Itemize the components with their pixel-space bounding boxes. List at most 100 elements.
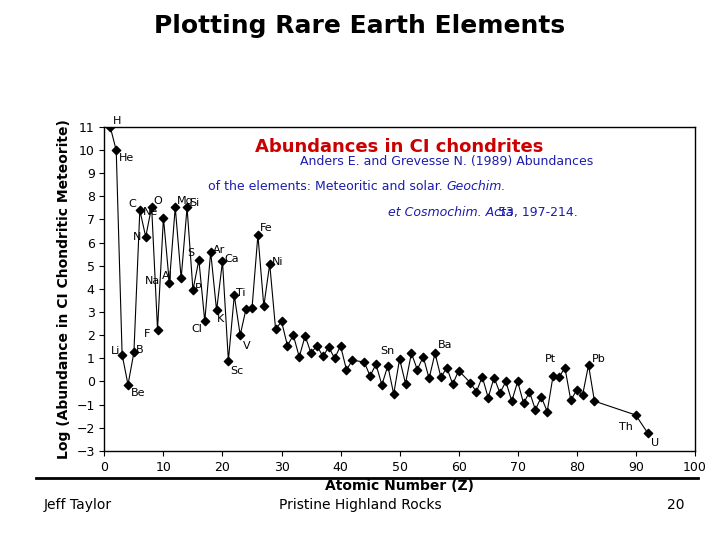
X-axis label: Atomic Number (Z): Atomic Number (Z) <box>325 479 474 493</box>
Text: Cl: Cl <box>191 325 202 334</box>
Text: Fe: Fe <box>260 223 272 233</box>
Point <box>110 146 122 154</box>
Text: H: H <box>113 116 122 126</box>
Point <box>117 350 128 359</box>
Text: Pt: Pt <box>545 354 556 364</box>
Point <box>276 317 287 326</box>
Point <box>270 325 282 334</box>
Point <box>187 286 199 294</box>
Point <box>376 381 387 389</box>
Point <box>317 352 328 361</box>
Point <box>222 356 234 365</box>
Point <box>359 357 370 366</box>
Point <box>382 361 394 370</box>
Text: et Cosmochim. Acta: et Cosmochim. Acta <box>388 206 513 219</box>
Point <box>464 379 476 387</box>
Point <box>122 380 134 389</box>
Text: Th: Th <box>619 422 633 431</box>
Text: Mg: Mg <box>176 197 193 206</box>
Point <box>300 332 311 340</box>
Point <box>240 304 252 313</box>
Point <box>553 373 564 382</box>
Point <box>228 291 240 300</box>
Text: Pb: Pb <box>592 354 606 364</box>
Point <box>418 353 429 361</box>
Text: Jeff Taylor: Jeff Taylor <box>43 498 112 512</box>
Point <box>477 373 488 381</box>
Point <box>235 331 246 340</box>
Point <box>541 407 553 416</box>
Point <box>400 379 411 388</box>
Text: Geochim.: Geochim. <box>447 180 506 193</box>
Point <box>181 203 193 212</box>
Point <box>199 317 210 326</box>
Point <box>346 356 358 364</box>
Point <box>211 306 222 315</box>
Point <box>642 429 653 437</box>
Text: B: B <box>136 345 144 355</box>
Point <box>394 355 405 363</box>
Point <box>282 341 293 350</box>
Point <box>453 366 464 375</box>
Text: Pristine Highland Rocks: Pristine Highland Rocks <box>279 498 441 512</box>
Point <box>311 341 323 350</box>
Text: N: N <box>133 232 142 242</box>
Point <box>441 363 453 372</box>
Point <box>158 213 169 222</box>
Point <box>412 366 423 374</box>
Text: Ni: Ni <box>272 256 284 267</box>
Point <box>169 203 181 212</box>
Point <box>565 396 577 405</box>
Text: Ar: Ar <box>212 245 225 254</box>
Point <box>547 372 559 380</box>
Point <box>405 349 417 357</box>
Text: C: C <box>129 199 136 210</box>
Point <box>435 373 446 382</box>
Text: P: P <box>194 283 202 293</box>
Point <box>146 202 158 211</box>
Point <box>104 123 116 131</box>
Text: 20: 20 <box>667 498 684 512</box>
Text: Sn: Sn <box>381 346 395 356</box>
Point <box>523 388 535 396</box>
Point <box>152 325 163 334</box>
Text: He: He <box>120 153 135 164</box>
Point <box>163 279 175 287</box>
Point <box>571 386 582 394</box>
Point <box>423 374 435 383</box>
Point <box>494 389 505 397</box>
Point <box>329 354 341 363</box>
Y-axis label: Log (Abundance in CI Chondritic Meteorite): Log (Abundance in CI Chondritic Meteorit… <box>57 119 71 459</box>
Point <box>294 353 305 361</box>
Point <box>264 260 276 268</box>
Point <box>205 247 217 256</box>
Point <box>323 343 335 352</box>
Text: Anders E. and Grevesse N. (1989) Abundances: Anders E. and Grevesse N. (1989) Abundan… <box>300 154 593 168</box>
Point <box>258 302 269 310</box>
Text: O: O <box>153 196 162 206</box>
Text: Sc: Sc <box>230 366 243 376</box>
Point <box>429 349 441 357</box>
Point <box>134 206 145 214</box>
Point <box>287 331 299 340</box>
Point <box>512 377 523 386</box>
Text: Ca: Ca <box>224 254 239 264</box>
Point <box>341 366 352 374</box>
Text: Li: Li <box>111 346 120 356</box>
Point <box>140 233 151 241</box>
Text: 53, 197-214.: 53, 197-214. <box>494 206 578 219</box>
Point <box>518 399 529 408</box>
Point <box>471 388 482 396</box>
Point <box>217 257 228 266</box>
Point <box>447 380 459 389</box>
Text: Ba: Ba <box>438 340 452 350</box>
Point <box>370 360 382 369</box>
Point <box>305 349 317 357</box>
Text: Ti: Ti <box>236 288 246 298</box>
Point <box>530 406 541 414</box>
Point <box>500 377 512 386</box>
Text: Abundances in CI chondrites: Abundances in CI chondrites <box>256 138 544 157</box>
Text: K: K <box>217 314 225 323</box>
Point <box>488 373 500 382</box>
Point <box>630 411 642 420</box>
